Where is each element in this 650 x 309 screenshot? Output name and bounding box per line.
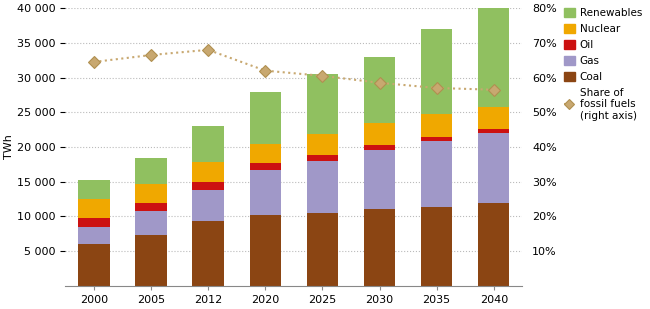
Bar — [135, 184, 166, 202]
Bar — [421, 29, 452, 114]
Bar — [78, 244, 110, 286]
Bar — [192, 162, 224, 182]
Bar — [421, 207, 452, 286]
Bar — [421, 114, 452, 137]
Bar — [421, 137, 452, 142]
Bar — [135, 202, 166, 211]
Bar — [250, 144, 281, 163]
Bar — [478, 133, 510, 202]
Bar — [78, 199, 110, 218]
Bar — [78, 218, 110, 227]
Bar — [478, 129, 510, 133]
Bar — [250, 170, 281, 215]
Bar — [307, 213, 338, 286]
Bar — [421, 142, 452, 207]
Bar — [192, 190, 224, 221]
Bar — [307, 74, 338, 134]
Bar — [364, 210, 395, 286]
Bar — [307, 134, 338, 154]
Bar — [364, 145, 395, 150]
Y-axis label: TWh: TWh — [4, 134, 14, 159]
Bar — [250, 163, 281, 170]
Bar — [478, 8, 510, 107]
Bar — [250, 215, 281, 286]
Bar — [192, 126, 224, 162]
Bar — [135, 158, 166, 184]
Bar — [364, 123, 395, 145]
Bar — [135, 235, 166, 286]
Bar — [364, 57, 395, 123]
Bar — [135, 211, 166, 235]
Bar — [250, 92, 281, 144]
Legend: Renewables, Nuclear, Oil, Gas, Coal, Share of
fossil fuels
(right axis): Renewables, Nuclear, Oil, Gas, Coal, Sha… — [564, 8, 642, 121]
Bar — [364, 150, 395, 210]
Bar — [307, 154, 338, 161]
Bar — [478, 202, 510, 286]
Bar — [192, 221, 224, 286]
Bar — [78, 180, 110, 199]
Bar — [307, 161, 338, 213]
Bar — [192, 182, 224, 190]
Bar — [478, 107, 510, 129]
Bar — [78, 227, 110, 244]
